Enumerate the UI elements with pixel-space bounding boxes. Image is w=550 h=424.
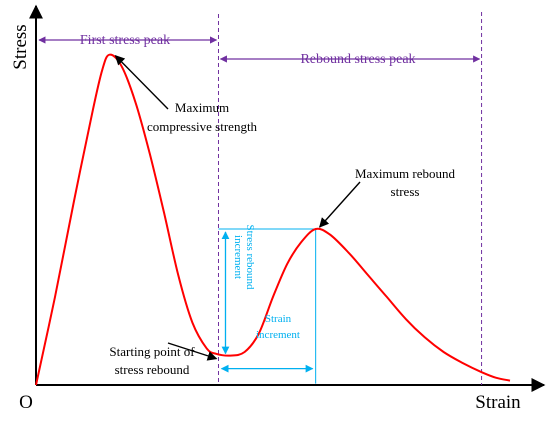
annotations	[114, 55, 361, 361]
stress-increment-label-line1: Stress rebound	[244, 224, 256, 290]
strain-increment-label-line1: Strain	[265, 313, 292, 325]
x-axis-title: Strain	[475, 392, 521, 413]
max-rebound-label-line2: stress	[391, 184, 420, 199]
stress-increment-label-line2: increment	[232, 235, 244, 279]
origin-label: O	[19, 392, 33, 413]
max-compressive-label-line1: Maximum	[175, 100, 229, 115]
rebound-start-pointer-arrow	[167, 342, 218, 361]
starting-point-label-line2: stress rebound	[115, 362, 190, 377]
guide-lines	[38, 12, 483, 385]
max-compressive-pointer-arrow	[114, 55, 169, 110]
rebound-stress-peak-label: Rebound stress peak	[300, 52, 415, 67]
strain-increment-label-line2: increment	[256, 329, 300, 341]
first-stress-peak-label: First stress peak	[80, 33, 170, 48]
starting-point-label-line1: Starting point of	[109, 344, 195, 359]
y-axis-title: Stress	[10, 24, 31, 69]
stress-strain-curve	[35, 53, 511, 386]
max-rebound-pointer-arrow	[319, 181, 361, 228]
max-compressive-label-line2: compressive strength	[147, 119, 258, 134]
max-rebound-label-line1: Maximum rebound	[355, 166, 456, 181]
